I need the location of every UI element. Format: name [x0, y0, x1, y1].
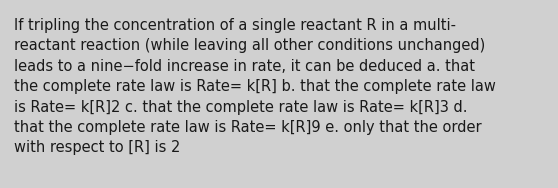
Text: If tripling the concentration of a single reactant R in a multi-
reactant reacti: If tripling the concentration of a singl… [14, 18, 496, 155]
